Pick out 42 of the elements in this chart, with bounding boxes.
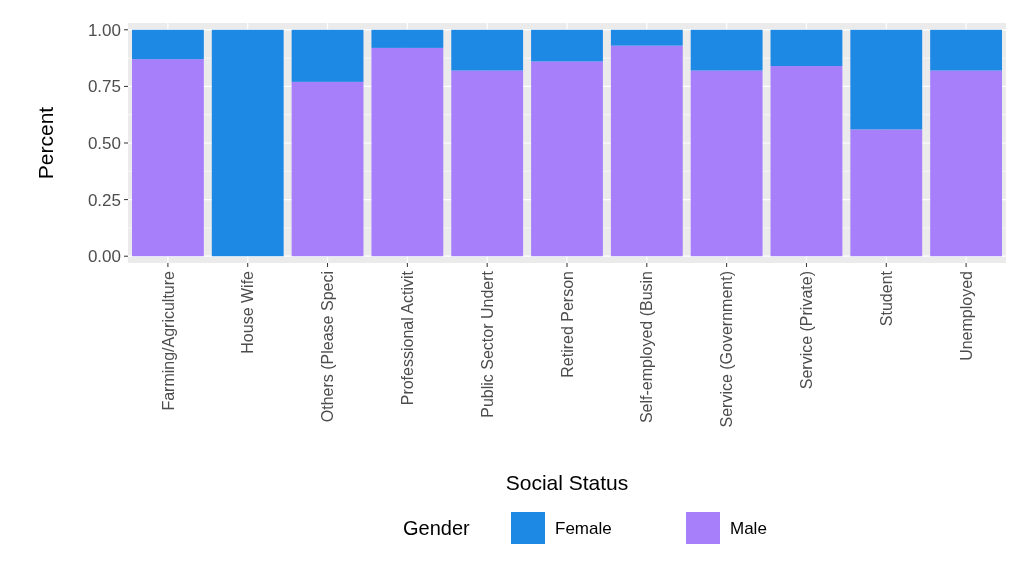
bar — [451, 70, 524, 257]
bar — [610, 45, 683, 257]
bar — [371, 29, 444, 48]
y-tick-label: 0.25 — [87, 190, 121, 210]
y-axis-title: Percent — [34, 106, 57, 180]
bar — [451, 29, 524, 71]
legend-label: Male — [730, 518, 767, 538]
x-tick-label: Service (Private) — [798, 271, 816, 390]
y-tick-label: 0.50 — [87, 133, 121, 153]
x-tick-label: Unemployed — [957, 271, 975, 361]
x-tick-label: Retired Person — [558, 271, 576, 378]
y-tick-label: 0.75 — [87, 77, 121, 97]
bar — [930, 29, 1003, 71]
bar — [690, 70, 763, 257]
x-tick-label: House Wife — [239, 270, 257, 354]
bar — [131, 59, 204, 257]
bar — [531, 61, 603, 257]
bar — [131, 29, 204, 60]
x-tick-label: Self-employed (Busin — [638, 271, 656, 424]
bar — [371, 47, 444, 257]
bar — [291, 29, 364, 82]
bar — [770, 66, 843, 257]
bar — [930, 70, 1003, 257]
bar — [850, 129, 923, 257]
y-tick-label: 1.00 — [87, 20, 121, 40]
x-tick-label: Farming/Agriculture — [159, 270, 177, 411]
legend-title: Gender — [403, 517, 471, 539]
bar — [531, 29, 603, 62]
bar — [690, 29, 763, 71]
x-tick-label: Public Sector Undert — [478, 270, 496, 418]
x-tick-label: Service (Government) — [718, 271, 736, 428]
bar — [850, 29, 923, 130]
bar — [610, 29, 683, 46]
x-tick-label: Professional Activit — [398, 270, 416, 406]
bar — [770, 29, 843, 67]
bar — [291, 81, 364, 257]
x-tick-label: Others (Please Speci — [319, 271, 337, 423]
legend-label: Female — [555, 518, 612, 538]
y-tick-label: 0.00 — [87, 247, 121, 267]
x-tick-label: Student — [877, 270, 895, 327]
x-axis-title: Social Status — [505, 471, 629, 494]
bar — [211, 29, 284, 257]
